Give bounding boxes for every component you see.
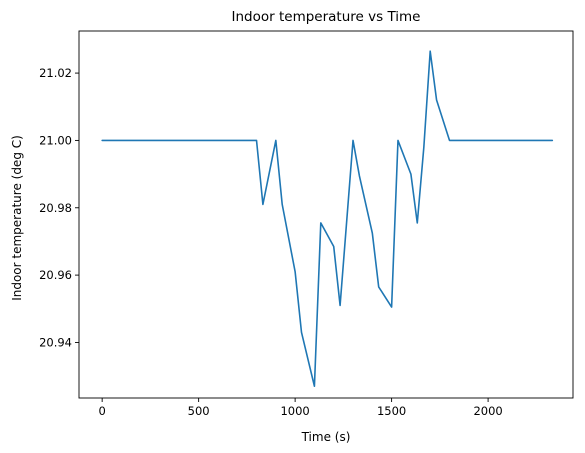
y-tick-label: 20.96 bbox=[39, 268, 72, 282]
x-axis-label: Time (s) bbox=[301, 430, 351, 444]
y-tick-label: 21.00 bbox=[39, 133, 72, 147]
x-axis: 0 500 1000 1500 2000 bbox=[98, 398, 503, 418]
x-tick-label: 1500 bbox=[377, 404, 406, 418]
chart-title: Indoor temperature vs Time bbox=[232, 9, 421, 25]
y-tick-label: 20.98 bbox=[39, 201, 72, 215]
y-tick-label: 20.94 bbox=[39, 335, 72, 349]
x-tick-label: 2000 bbox=[473, 404, 502, 418]
x-tick-label: 1000 bbox=[280, 404, 309, 418]
x-tick-label: 0 bbox=[98, 404, 105, 418]
x-tick-label: 500 bbox=[188, 404, 210, 418]
series-line-0 bbox=[101, 50, 554, 388]
y-axis: 20.94 20.96 20.98 21.00 21.02 bbox=[39, 66, 79, 349]
y-tick-label: 21.02 bbox=[39, 66, 72, 80]
plot-frame bbox=[78, 30, 574, 399]
y-axis-label: Indoor temperature (deg C) bbox=[10, 135, 24, 301]
plot-area bbox=[78, 30, 574, 399]
